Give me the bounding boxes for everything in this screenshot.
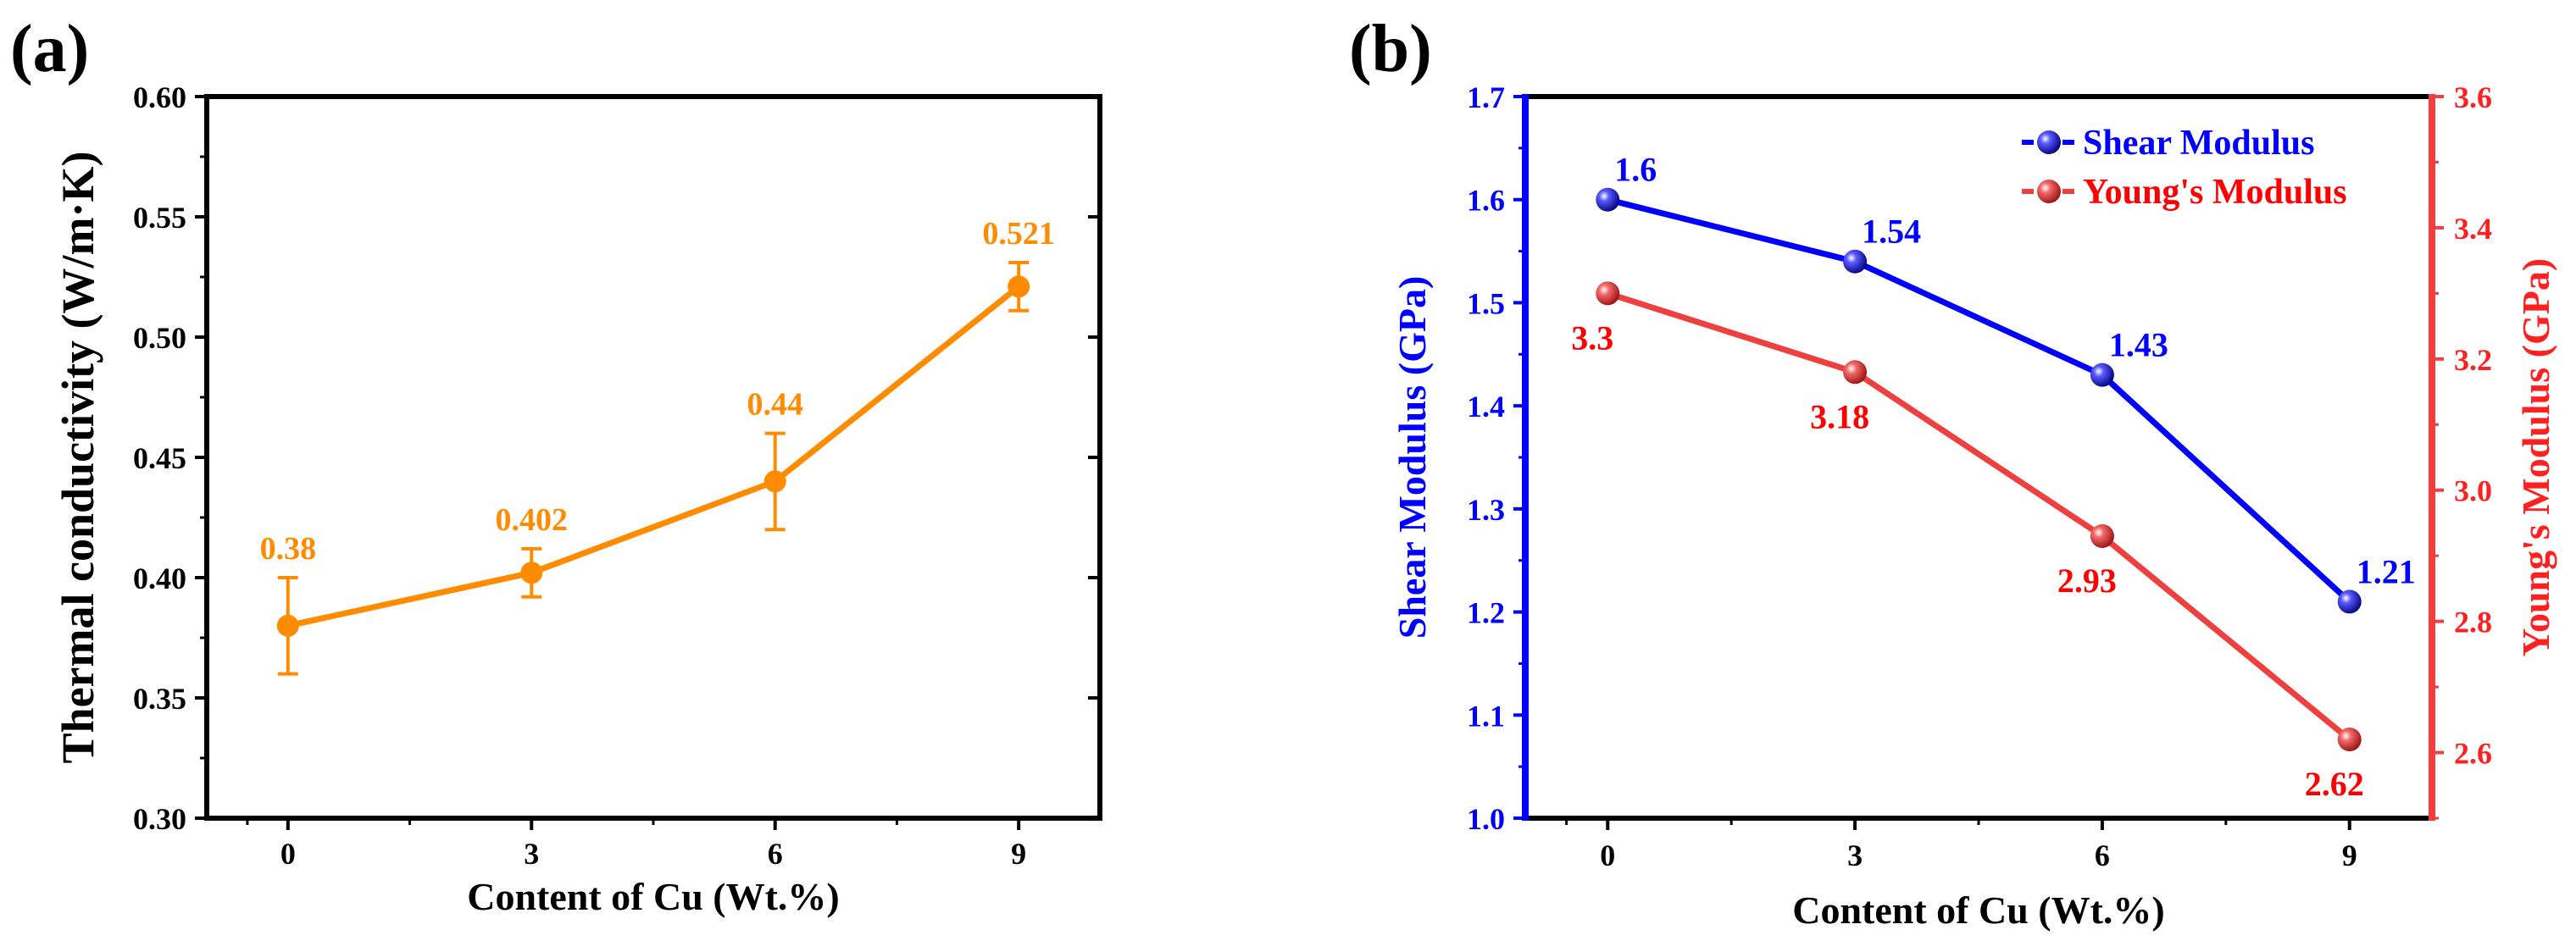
panel-a-y-ticks: 0.30 0.35 0.40 0.45 0.50 0.55 0.60 <box>133 80 1100 836</box>
data-label: 0.402 <box>496 502 569 538</box>
legend-item-youngs-modulus: Young's Modulus <box>2022 173 2347 212</box>
legend-shear-marker <box>2037 130 2061 154</box>
right-y-tick-label: 2.8 <box>2454 606 2492 639</box>
x-tick-label: 0 <box>1600 839 1615 872</box>
shear-data-label: 1.54 <box>1862 213 1921 251</box>
right-y-tick-label: 3.2 <box>2454 343 2492 377</box>
shear-data-label: 1.43 <box>2109 326 2168 364</box>
x-tick-label: 6 <box>768 837 783 871</box>
right-y-tick-label: 3.6 <box>2454 80 2492 114</box>
legend-youngs-label: Young's Modulus <box>2083 173 2347 212</box>
panel-b-series: 1.6 3.3 1.54 3.18 1.43 2.93 1.21 2.62 <box>1571 151 2415 803</box>
series-line-youngs-modulus <box>1607 291 2351 742</box>
left-y-tick-label: 1.3 <box>1467 493 1505 527</box>
legend-item-shear-modulus: Shear Modulus <box>2022 124 2314 163</box>
shear-data-point <box>2090 363 2114 387</box>
panel-b-left-y-ticks: 1.0 1.1 1.2 1.3 1.4 1.5 1.6 1.7 <box>1467 80 1525 836</box>
panel-b-modulus: (b) 1.0 1.1 1.2 1.3 1.4 1.5 1.6 1.7 2.6 2.8 3.0 3.… <box>1349 12 2557 932</box>
left-y-tick-label: 1.1 <box>1467 699 1505 733</box>
panel-a-x-ticks: 0 3 6 9 <box>246 818 1026 871</box>
left-y-tick-label: 1.4 <box>1467 390 1505 423</box>
x-tick-label: 9 <box>2342 839 2357 872</box>
right-y-tick-label: 2.6 <box>2454 737 2492 771</box>
shear-data-point <box>2337 589 2362 614</box>
data-label: 0.521 <box>982 216 1055 252</box>
panel-b-right-y-axis-label: Young's Modulus (GPa) <box>2514 258 2557 656</box>
panel-a-series: 0.38 0.402 0.44 0.521 <box>260 216 1055 676</box>
series-line-thermal-conductivity <box>287 284 1021 629</box>
x-tick-label: 9 <box>1011 837 1026 871</box>
youngs-data-point <box>1843 360 1868 385</box>
data-point <box>520 562 543 584</box>
x-tick-label: 3 <box>524 837 539 871</box>
youngs-data-label: 3.3 <box>1571 318 1613 357</box>
left-y-tick-label: 1.5 <box>1467 286 1505 320</box>
y-tick-label: 0.30 <box>133 802 186 836</box>
x-tick-label: 0 <box>280 837 296 871</box>
right-y-tick-label: 3.4 <box>2454 212 2492 246</box>
left-y-tick-label: 1.2 <box>1467 596 1505 630</box>
panel-a-thermal-conductivity: (a) 0.30 0.35 0.40 0.45 0.50 0.55 0.60 0 3 6 9 0.… <box>10 12 1102 918</box>
panel-a-plot-frame <box>204 94 1102 821</box>
youngs-data-label: 2.62 <box>2305 765 2364 803</box>
y-tick-label: 0.60 <box>133 80 186 114</box>
data-label: 0.44 <box>747 387 803 423</box>
right-y-tick-label: 3.0 <box>2454 474 2492 508</box>
panel-a-y-axis-label: Thermal conductivity (W/m·K) <box>53 152 103 764</box>
y-tick-label: 0.35 <box>133 682 186 716</box>
panel-b-x-ticks: 0 3 6 9 <box>1565 818 2357 872</box>
shear-data-label: 1.6 <box>1614 151 1657 189</box>
youngs-data-label: 2.93 <box>2057 562 2117 600</box>
panel-b-legend: Shear Modulus Young's Modulus <box>2022 124 2347 212</box>
data-point <box>276 614 299 637</box>
data-label: 0.38 <box>260 531 317 567</box>
shear-data-point <box>1596 187 1620 212</box>
panel-b-left-y-axis-label: Shear Modulus (GPa) <box>1391 276 1434 639</box>
youngs-data-label: 3.18 <box>1810 397 1869 435</box>
panel-b-right-y-ticks: 2.6 2.8 3.0 3.2 3.4 3.6 <box>2432 80 2492 820</box>
youngs-data-point <box>2090 523 2114 548</box>
y-tick-label: 0.40 <box>133 562 186 595</box>
legend-youngs-marker <box>2037 180 2061 203</box>
left-y-tick-label: 1.6 <box>1467 184 1505 218</box>
panel-b-label: (b) <box>1349 12 1432 86</box>
shear-data-label: 1.21 <box>2357 552 2416 590</box>
legend-shear-label: Shear Modulus <box>2083 124 2314 163</box>
youngs-data-point <box>1596 281 1620 306</box>
panel-a-label: (a) <box>10 12 89 86</box>
panel-b-x-axis-label: Content of Cu (Wt.%) <box>1792 888 2165 932</box>
data-point <box>763 470 786 493</box>
data-point <box>1008 275 1030 298</box>
shear-data-point <box>1843 249 1868 274</box>
y-tick-label: 0.50 <box>133 321 186 355</box>
youngs-data-point <box>2337 728 2362 752</box>
x-tick-label: 3 <box>1847 839 1863 872</box>
x-tick-label: 6 <box>2095 839 2110 872</box>
left-y-tick-label: 1.0 <box>1467 802 1505 836</box>
panel-a-x-axis-label: Content of Cu (Wt.%) <box>467 875 840 918</box>
left-y-tick-label: 1.7 <box>1467 80 1505 114</box>
series-line-shear-modulus <box>1607 196 2352 604</box>
y-tick-label: 0.45 <box>133 441 186 475</box>
y-tick-label: 0.55 <box>133 201 186 235</box>
